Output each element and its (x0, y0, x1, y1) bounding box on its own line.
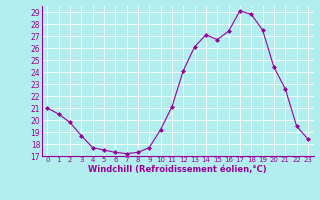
X-axis label: Windchill (Refroidissement éolien,°C): Windchill (Refroidissement éolien,°C) (88, 165, 267, 174)
